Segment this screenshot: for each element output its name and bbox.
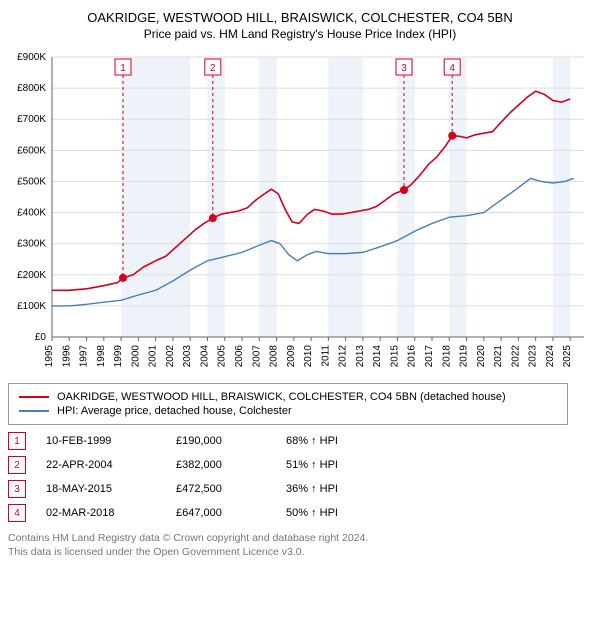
svg-text:1997: 1997 xyxy=(79,345,90,368)
transaction-diff: 68% ↑ HPI xyxy=(286,435,376,447)
svg-text:1996: 1996 xyxy=(61,345,72,368)
svg-text:2012: 2012 xyxy=(338,345,349,368)
svg-text:2003: 2003 xyxy=(182,345,193,368)
page-subtitle: Price paid vs. HM Land Registry's House … xyxy=(8,27,592,41)
transaction-row: 3 18-MAY-2015 £472,500 36% ↑ HPI xyxy=(8,477,568,501)
legend-item: HPI: Average price, detached house, Colc… xyxy=(19,404,557,418)
legend: OAKRIDGE, WESTWOOD HILL, BRAISWICK, COLC… xyxy=(8,383,568,425)
svg-text:£300K: £300K xyxy=(17,239,46,250)
transaction-price: £647,000 xyxy=(176,507,266,519)
transaction-price: £472,500 xyxy=(176,483,266,495)
svg-text:2018: 2018 xyxy=(441,345,452,368)
svg-text:1998: 1998 xyxy=(96,345,107,368)
transaction-diff: 51% ↑ HPI xyxy=(286,459,376,471)
transaction-date: 10-FEB-1999 xyxy=(46,435,156,447)
transaction-badge: 3 xyxy=(8,480,26,498)
legend-item: OAKRIDGE, WESTWOOD HILL, BRAISWICK, COLC… xyxy=(19,390,557,404)
svg-text:1: 1 xyxy=(120,63,126,74)
transaction-date: 18-MAY-2015 xyxy=(46,483,156,495)
svg-text:2010: 2010 xyxy=(303,345,314,368)
price-chart: £0 £100K £200K £300K £400K £500K £600K £700K £80… xyxy=(8,47,592,377)
transaction-diff: 50% ↑ HPI xyxy=(286,507,376,519)
transaction-row: 2 22-APR-2004 £382,000 51% ↑ HPI xyxy=(8,453,568,477)
svg-text:2014: 2014 xyxy=(372,345,383,368)
transaction-price: £382,000 xyxy=(176,459,266,471)
svg-text:1995: 1995 xyxy=(44,345,55,368)
transaction-badge: 4 xyxy=(8,504,26,522)
svg-text:4: 4 xyxy=(449,63,455,74)
footnote-line: Contains HM Land Registry data © Crown c… xyxy=(8,531,592,545)
svg-text:2006: 2006 xyxy=(234,345,245,368)
svg-text:2024: 2024 xyxy=(545,345,556,368)
svg-text:2021: 2021 xyxy=(493,345,504,368)
transaction-date: 22-APR-2004 xyxy=(46,459,156,471)
transaction-row: 4 02-MAR-2018 £647,000 50% ↑ HPI xyxy=(8,501,568,525)
page-title: OAKRIDGE, WESTWOOD HILL, BRAISWICK, COLC… xyxy=(8,10,592,25)
svg-text:2013: 2013 xyxy=(355,345,366,368)
svg-text:£0: £0 xyxy=(35,332,47,343)
svg-text:2009: 2009 xyxy=(286,345,297,368)
svg-text:2019: 2019 xyxy=(459,345,470,368)
svg-text:£500K: £500K xyxy=(17,176,46,187)
chart-svg: £0 £100K £200K £300K £400K £500K £600K £700K £80… xyxy=(8,47,588,377)
transaction-row: 1 10-FEB-1999 £190,000 68% ↑ HPI xyxy=(8,429,568,453)
transaction-badge: 2 xyxy=(8,456,26,474)
svg-text:£900K: £900K xyxy=(17,52,46,63)
svg-text:2016: 2016 xyxy=(407,345,418,368)
svg-text:£400K: £400K xyxy=(17,208,46,219)
svg-text:2022: 2022 xyxy=(510,345,521,368)
svg-text:2005: 2005 xyxy=(217,345,228,368)
legend-label: HPI: Average price, detached house, Colc… xyxy=(57,405,292,417)
legend-swatch xyxy=(19,396,49,398)
footnote: Contains HM Land Registry data © Crown c… xyxy=(8,531,592,559)
svg-text:2008: 2008 xyxy=(269,345,280,368)
svg-text:£600K: £600K xyxy=(17,145,46,156)
svg-text:2004: 2004 xyxy=(199,345,210,368)
legend-label: OAKRIDGE, WESTWOOD HILL, BRAISWICK, COLC… xyxy=(57,391,506,403)
svg-text:3: 3 xyxy=(401,63,407,74)
footnote-line: This data is licensed under the Open Gov… xyxy=(8,545,592,559)
transaction-price: £190,000 xyxy=(176,435,266,447)
svg-text:2025: 2025 xyxy=(562,345,573,368)
svg-text:2002: 2002 xyxy=(165,345,176,368)
svg-text:2015: 2015 xyxy=(389,345,400,368)
transaction-diff: 36% ↑ HPI xyxy=(286,483,376,495)
svg-text:£800K: £800K xyxy=(17,83,46,94)
svg-text:£200K: £200K xyxy=(17,270,46,281)
svg-text:1999: 1999 xyxy=(113,345,124,368)
svg-text:2: 2 xyxy=(210,63,216,74)
svg-text:2023: 2023 xyxy=(528,345,539,368)
svg-text:2017: 2017 xyxy=(424,345,435,368)
svg-text:2020: 2020 xyxy=(476,345,487,368)
svg-text:2000: 2000 xyxy=(130,345,141,368)
transaction-date: 02-MAR-2018 xyxy=(46,507,156,519)
svg-text:2007: 2007 xyxy=(251,345,262,368)
transaction-badge: 1 xyxy=(8,432,26,450)
svg-text:2001: 2001 xyxy=(148,345,159,368)
svg-text:£100K: £100K xyxy=(17,301,46,312)
svg-text:£700K: £700K xyxy=(17,114,46,125)
svg-text:2011: 2011 xyxy=(320,345,331,367)
legend-swatch xyxy=(19,410,49,412)
transactions-table: 1 10-FEB-1999 £190,000 68% ↑ HPI 2 22-APR-200… xyxy=(8,429,568,525)
